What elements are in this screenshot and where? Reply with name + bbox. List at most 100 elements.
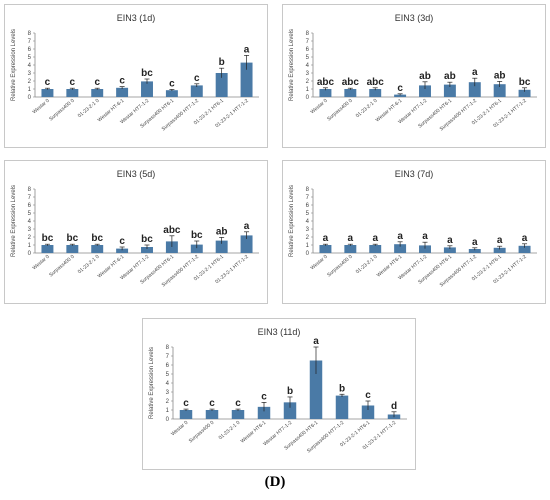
y-tick-label: 5	[28, 55, 32, 61]
bar	[116, 248, 129, 253]
y-tick-label: 2	[306, 79, 310, 85]
significance-letter: ab	[444, 71, 456, 82]
significance-letter: a	[244, 44, 250, 55]
y-tick-label: 8	[28, 187, 32, 193]
bar	[231, 410, 245, 419]
significance-letter: d	[391, 401, 397, 412]
chart-7d: EIN3 (7d) Relative Expression Levels 0 1 2 3 4…	[289, 169, 537, 288]
significance-letter: c	[194, 73, 200, 84]
y-tick-label: 6	[306, 47, 310, 53]
significance-letter: c	[70, 77, 76, 88]
y-tick-label: 3	[166, 390, 170, 396]
y-tick-label: 0	[306, 251, 310, 257]
bar	[165, 241, 178, 253]
bar	[283, 402, 297, 419]
chart-panel-7d: EIN3 (7d) Relative Expression Levels 0 1 2 3 4…	[282, 160, 546, 304]
y-tick-label: 8	[306, 187, 310, 193]
significance-letter: c	[209, 398, 215, 409]
y-tick-label: 5	[306, 55, 310, 61]
significance-letter: a	[422, 231, 428, 242]
significance-letter: bc	[191, 230, 203, 241]
y-tick-label: 3	[28, 71, 32, 77]
y-tick-label: 6	[28, 47, 32, 53]
significance-letter: a	[372, 233, 378, 244]
bar	[141, 81, 153, 97]
bar	[240, 62, 253, 97]
y-tick-label: 0	[28, 251, 32, 257]
significance-letter: a	[472, 67, 478, 78]
significance-letter: c	[169, 78, 175, 89]
y-tick-label: 7	[306, 39, 310, 45]
bar	[66, 89, 79, 97]
y-axis-label: Relative Expression Levels	[11, 185, 17, 257]
y-tick-label: 7	[28, 39, 32, 45]
significance-letter: bc	[66, 233, 78, 244]
significance-letter: ab	[494, 70, 506, 81]
bar	[419, 245, 431, 253]
x-tick-label: Surpass400 0	[188, 420, 216, 445]
significance-letter: bc	[42, 233, 54, 244]
y-tick-label: 1	[306, 243, 310, 249]
x-tick-label: Westar 0	[310, 98, 329, 116]
significance-letter: a	[397, 231, 403, 242]
significance-letter: c	[45, 77, 51, 88]
bar	[344, 89, 357, 97]
significance-letter: c	[119, 236, 125, 247]
chart-title: EIN3 (3d)	[395, 13, 434, 23]
chart-panel-5d: EIN3 (5d) Relative Expression Levels 0 1 2 3 4…	[4, 160, 268, 304]
bar	[205, 410, 219, 419]
significance-letter: a	[447, 235, 453, 246]
y-axis-label: Relative Expression Levels	[11, 29, 17, 101]
y-tick-label: 8	[166, 345, 170, 351]
bar	[518, 89, 531, 97]
significance-letter: ab	[419, 71, 431, 82]
y-tick-label: 1	[306, 87, 310, 93]
significance-letter: b	[219, 57, 225, 68]
x-tick-label: Surpass400 0	[326, 254, 354, 279]
x-tick-label: Westar 0	[32, 254, 51, 272]
bar	[369, 89, 382, 97]
y-tick-label: 3	[28, 227, 32, 233]
chart-panel-1d: EIN3 (1d) Relative Expression Levels 0 1 2 3 4…	[4, 4, 268, 148]
y-tick-label: 7	[166, 354, 170, 360]
x-tick-label: 01-23-2-1 0	[218, 420, 242, 441]
figure-caption: (D)	[264, 474, 286, 490]
significance-letter: c	[183, 398, 189, 409]
x-tick-label: 01-23-2-1 0	[77, 98, 101, 119]
significance-letter: abc	[163, 225, 181, 236]
y-tick-label: 6	[306, 203, 310, 209]
bar	[419, 85, 431, 97]
x-tick-label: Westar 0	[310, 254, 329, 272]
y-tick-label: 6	[166, 363, 170, 369]
significance-letter: a	[323, 233, 329, 244]
significance-letter: a	[522, 233, 528, 244]
significance-letter: a	[497, 235, 503, 246]
x-tick-label: Surpass400 0	[48, 98, 76, 123]
chart-1d: EIN3 (1d) Relative Expression Levels 0 1 2 3 4…	[11, 13, 259, 132]
bar	[335, 395, 349, 419]
x-tick-label: 01-23-2-1 0	[77, 254, 101, 275]
bar	[344, 245, 357, 253]
bar	[443, 247, 456, 253]
y-tick-label: 2	[306, 235, 310, 241]
bar	[309, 360, 323, 419]
significance-letter: a	[348, 233, 354, 244]
bar	[179, 410, 193, 419]
chart-3d: EIN3 (3d) Relative Expression Levels 0 1 2 3 4…	[289, 13, 537, 132]
y-tick-label: 5	[28, 211, 32, 217]
bar	[394, 244, 407, 253]
bar	[91, 245, 104, 253]
chart-title: EIN3 (1d)	[117, 13, 156, 23]
significance-letter: c	[397, 83, 403, 94]
y-tick-label: 0	[166, 417, 170, 423]
bar	[369, 245, 382, 253]
significance-letter: b	[339, 383, 345, 394]
significance-letter: bc	[141, 234, 153, 245]
y-tick-label: 1	[28, 87, 32, 93]
x-tick-label: Surpass400 0	[326, 98, 354, 123]
y-tick-label: 3	[306, 227, 310, 233]
chart-title: EIN3 (11d)	[258, 327, 301, 337]
bar	[240, 235, 253, 253]
y-axis-label: Relative Expression Levels	[289, 185, 295, 257]
y-tick-label: 5	[306, 211, 310, 217]
